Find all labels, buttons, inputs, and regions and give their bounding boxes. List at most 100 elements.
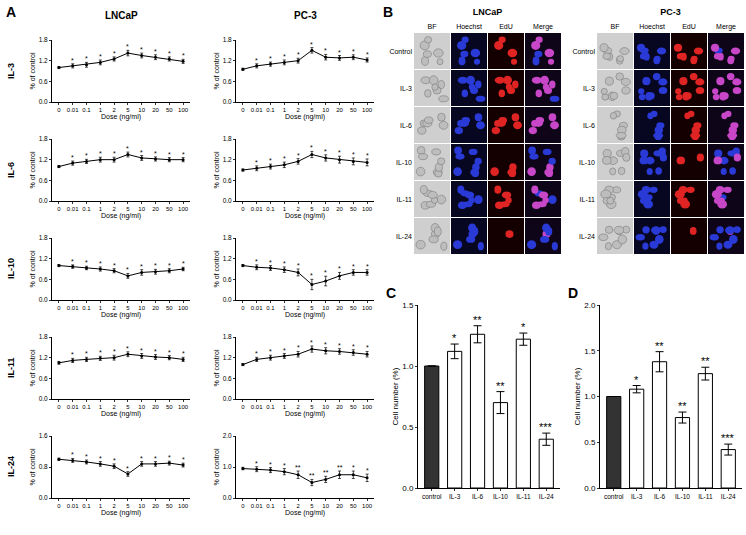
svg-text:1.6: 1.6 (39, 432, 48, 439)
svg-text:50: 50 (166, 503, 173, 509)
svg-text:1: 1 (283, 404, 287, 410)
svg-text:*: * (113, 457, 116, 464)
svg-text:*: * (71, 351, 74, 358)
svg-text:*: * (140, 263, 143, 270)
svg-text:1.8: 1.8 (223, 135, 232, 142)
svg-text:*: * (283, 462, 286, 469)
svg-text:*: * (269, 55, 272, 62)
svg-text:LNCaP: LNCaP (105, 10, 138, 21)
svg-text:*: * (255, 159, 258, 166)
svg-text:*: * (255, 460, 258, 467)
svg-text:*: * (634, 374, 639, 386)
svg-text:% of control: % of control (213, 52, 220, 89)
svg-text:% of control: % of control (29, 349, 36, 386)
svg-text:*: * (140, 455, 143, 462)
svg-text:% of control: % of control (213, 349, 220, 386)
svg-text:0: 0 (57, 404, 61, 410)
svg-text:1: 1 (99, 305, 103, 311)
svg-text:0.0: 0.0 (223, 197, 232, 204)
svg-text:IL-6: IL-6 (654, 493, 666, 500)
svg-text:2: 2 (296, 206, 300, 212)
svg-text:*: * (85, 350, 88, 357)
svg-text:% of control: % of control (29, 151, 36, 188)
svg-text:0: 0 (241, 107, 245, 113)
svg-text:0.5: 0.5 (402, 423, 414, 432)
svg-text:0: 0 (241, 305, 245, 311)
svg-text:100: 100 (362, 107, 373, 113)
svg-text:20: 20 (336, 206, 343, 212)
svg-text:*: * (113, 262, 116, 269)
svg-text:0.0: 0.0 (223, 296, 232, 303)
svg-text:2: 2 (296, 404, 300, 410)
svg-text:1.5: 1.5 (402, 301, 414, 310)
svg-text:Dose (ng/ml): Dose (ng/ml) (101, 509, 141, 517)
svg-text:*: * (297, 51, 300, 58)
svg-text:IL-24: IL-24 (721, 493, 736, 500)
svg-text:1.5: 1.5 (584, 347, 596, 356)
svg-text:Dose (ng/ml): Dose (ng/ml) (101, 311, 141, 319)
svg-text:*: * (366, 467, 369, 474)
svg-text:20: 20 (152, 107, 159, 113)
svg-text:**: ** (337, 464, 343, 471)
svg-text:% of control: % of control (29, 250, 36, 287)
svg-text:*: * (283, 260, 286, 267)
svg-text:2: 2 (296, 305, 300, 311)
svg-text:10: 10 (138, 305, 145, 311)
svg-text:*: * (324, 341, 327, 348)
svg-text:*: * (269, 348, 272, 355)
svg-text:0.0: 0.0 (584, 484, 596, 493)
svg-text:% of control: % of control (213, 250, 220, 287)
svg-text:*: * (182, 456, 185, 463)
svg-text:Dose (ng/ml): Dose (ng/ml) (285, 509, 325, 517)
svg-text:control: control (422, 493, 442, 500)
svg-text:**: ** (678, 400, 687, 412)
svg-text:*: * (310, 272, 313, 279)
svg-text:20: 20 (152, 305, 159, 311)
svg-text:Hoechst: Hoechst (639, 23, 665, 30)
svg-text:1.8: 1.8 (223, 333, 232, 340)
svg-text:10: 10 (322, 206, 329, 212)
svg-text:2.0: 2.0 (223, 432, 232, 439)
svg-text:0.01: 0.01 (67, 107, 79, 113)
svg-text:0.1: 0.1 (266, 206, 275, 212)
svg-text:IL-10: IL-10 (493, 493, 508, 500)
svg-text:0.6: 0.6 (39, 276, 48, 283)
svg-text:Cell number (%): Cell number (%) (391, 367, 400, 425)
svg-text:*: * (85, 259, 88, 266)
svg-text:IL-24: IL-24 (396, 233, 412, 240)
svg-text:1.8: 1.8 (39, 333, 48, 340)
svg-text:*: * (352, 48, 355, 55)
svg-text:0: 0 (241, 404, 245, 410)
svg-text:*: * (283, 155, 286, 162)
svg-text:0: 0 (57, 107, 61, 113)
svg-text:*: * (85, 453, 88, 460)
svg-text:0.0: 0.0 (39, 395, 48, 402)
svg-text:0.1: 0.1 (266, 305, 275, 311)
svg-text:IL-6: IL-6 (583, 122, 595, 129)
svg-text:1.0: 1.0 (402, 362, 414, 371)
svg-text:**: ** (701, 355, 710, 367)
svg-text:100: 100 (362, 305, 373, 311)
svg-text:1.2: 1.2 (223, 57, 232, 64)
svg-text:**: ** (655, 340, 664, 352)
svg-text:Hoechst: Hoechst (456, 23, 482, 30)
svg-text:*: * (126, 345, 129, 352)
svg-text:*: * (99, 53, 102, 60)
svg-text:*: * (283, 347, 286, 354)
svg-text:Cell number (%): Cell number (%) (573, 367, 582, 425)
svg-text:20: 20 (336, 305, 343, 311)
svg-text:1.2: 1.2 (223, 156, 232, 163)
svg-text:% of control: % of control (29, 448, 36, 485)
svg-text:*: * (154, 348, 157, 355)
svg-text:*: * (168, 454, 171, 461)
svg-text:control: control (604, 493, 624, 500)
svg-text:IL-10: IL-10 (675, 493, 690, 500)
svg-text:IL-10: IL-10 (579, 159, 595, 166)
svg-text:EdU: EdU (499, 23, 513, 30)
svg-text:100: 100 (362, 206, 373, 212)
svg-text:1.8: 1.8 (39, 135, 48, 142)
svg-text:Dose (ng/ml): Dose (ng/ml) (285, 212, 325, 220)
svg-text:2.0: 2.0 (584, 301, 596, 310)
svg-text:*: * (126, 43, 129, 50)
svg-text:IL-10: IL-10 (6, 258, 16, 279)
